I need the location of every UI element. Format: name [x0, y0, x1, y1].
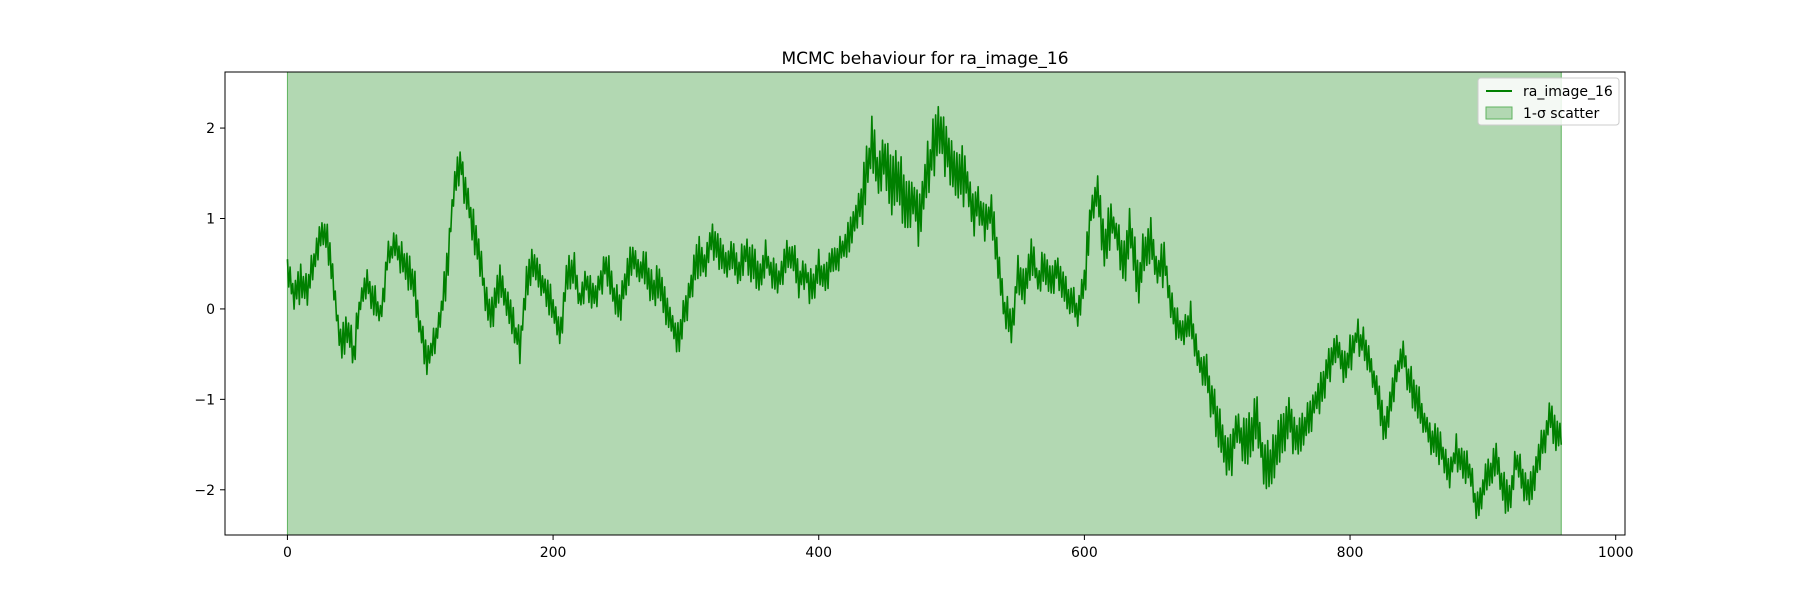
plot-frame	[224, 71, 1626, 536]
legend-label-series: ra_image_16	[1523, 84, 1613, 100]
x-tick-label: 0	[283, 545, 292, 561]
y-tick-label: 1	[206, 211, 215, 227]
series-line-ra_image_16	[286, 105, 1563, 520]
x-tick-label: 200	[540, 545, 567, 561]
y-tick-label: −2	[194, 483, 215, 499]
legend-band-swatch	[1485, 106, 1513, 120]
legend-box	[1477, 77, 1620, 126]
y-tick-label: −1	[194, 392, 215, 408]
x-tick-label: 400	[805, 545, 832, 561]
y-tick-label: 0	[206, 302, 215, 318]
x-tick-label: 600	[1071, 545, 1098, 561]
trace-line-layer	[286, 105, 1563, 520]
x-axis: 0 200 400 600 800 1000	[283, 535, 1634, 561]
scatter-band	[287, 72, 1562, 535]
scatter-band-layer	[286, 72, 1562, 535]
y-tick-label: 2	[206, 121, 215, 137]
legend-label-band: 1-σ scatter	[1523, 106, 1599, 122]
chart-title: MCMC behaviour for ra_image_16	[781, 49, 1068, 69]
y-axis: −2 −1 0 1 2	[194, 121, 225, 499]
legend: ra_image_16 1-σ scatter	[1477, 77, 1620, 126]
x-tick-label: 1000	[1598, 545, 1634, 561]
x-tick-label: 800	[1337, 545, 1364, 561]
